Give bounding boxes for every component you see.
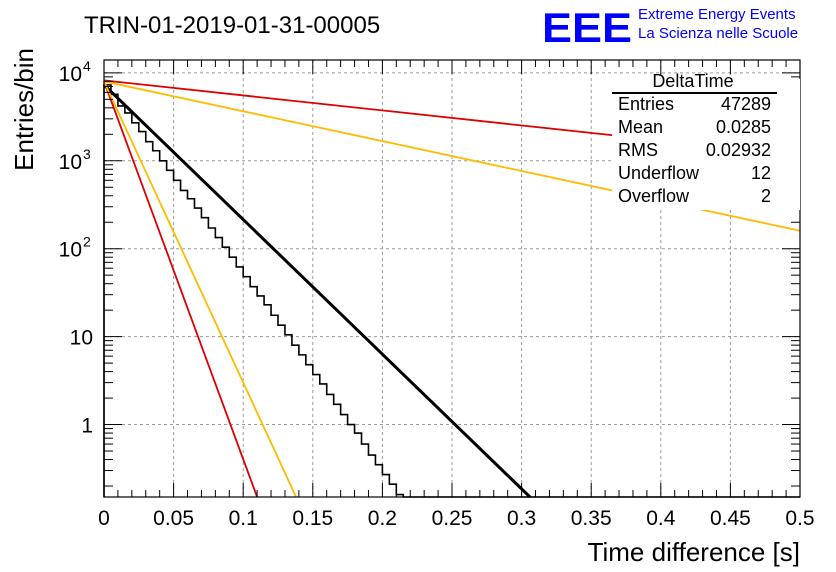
x-tick-label: 0.45 — [710, 507, 751, 530]
y-tick-exponent: 3 — [83, 146, 91, 162]
y-tick-exponent: 4 — [83, 58, 91, 74]
logo-line-1: Extreme Energy Events — [638, 6, 796, 23]
stats-box-background — [612, 79, 800, 210]
stats-label-underflow: Underflow — [618, 163, 700, 183]
x-tick-label: 0 — [98, 507, 110, 530]
fit-line-0 — [102, 83, 531, 499]
stats-value-underflow: 12 — [751, 163, 771, 183]
y-tick-exponent: 2 — [83, 234, 91, 250]
y-tick-label: 10 — [59, 63, 82, 86]
x-tick-label: 0.15 — [292, 507, 333, 530]
x-tick-label: 0.1 — [229, 507, 258, 530]
fit-line-3 — [103, 81, 258, 498]
y-tick-label: 10 — [70, 327, 93, 350]
x-tick-label: 0.5 — [785, 507, 814, 530]
stats-box: DeltaTime Entries 47289 Mean 0.0285 RMS … — [612, 71, 800, 210]
stats-box-name: DeltaTime — [652, 71, 733, 91]
x-tick-label: 0.35 — [571, 507, 612, 530]
stats-value-mean: 0.0285 — [716, 117, 771, 137]
x-tick-label: 0.3 — [507, 507, 536, 530]
logo-mark: EEE — [542, 4, 632, 51]
logo-line-2: La Scienza nelle Scuole — [638, 25, 798, 42]
y-tick-label: 1 — [81, 415, 93, 438]
stats-label-entries: Entries — [618, 94, 674, 114]
stats-value-entries: 47289 — [721, 94, 771, 114]
x-tick-label: 0.05 — [153, 507, 194, 530]
y-tick-label: 10 — [59, 151, 82, 174]
y-tick-label: 10 — [59, 239, 82, 262]
eee-logo: EEE Extreme Energy Events La Scienza nel… — [542, 4, 798, 51]
x-tick-label: 0.2 — [368, 507, 397, 530]
fit-line-4 — [103, 80, 297, 498]
stats-label-rms: RMS — [618, 140, 658, 160]
axes: 0 0.05 0.1 0.15 0.2 0.25 0.3 0.35 0.4 0.45 0.5 1 10 1… — [59, 58, 815, 530]
chart-title: TRIN-01-2019-01-31-00005 — [84, 12, 380, 39]
stats-value-rms: 0.02932 — [706, 140, 771, 160]
stats-value-overflow: 2 — [761, 186, 771, 206]
x-tick-label: 0.25 — [432, 507, 473, 530]
stats-label-overflow: Overflow — [618, 186, 690, 206]
y-axis-label: Entries/bin — [9, 48, 39, 171]
stats-label-mean: Mean — [618, 117, 663, 137]
x-tick-label: 0.4 — [646, 507, 676, 530]
x-axis-label: Time difference [s] — [588, 537, 800, 567]
